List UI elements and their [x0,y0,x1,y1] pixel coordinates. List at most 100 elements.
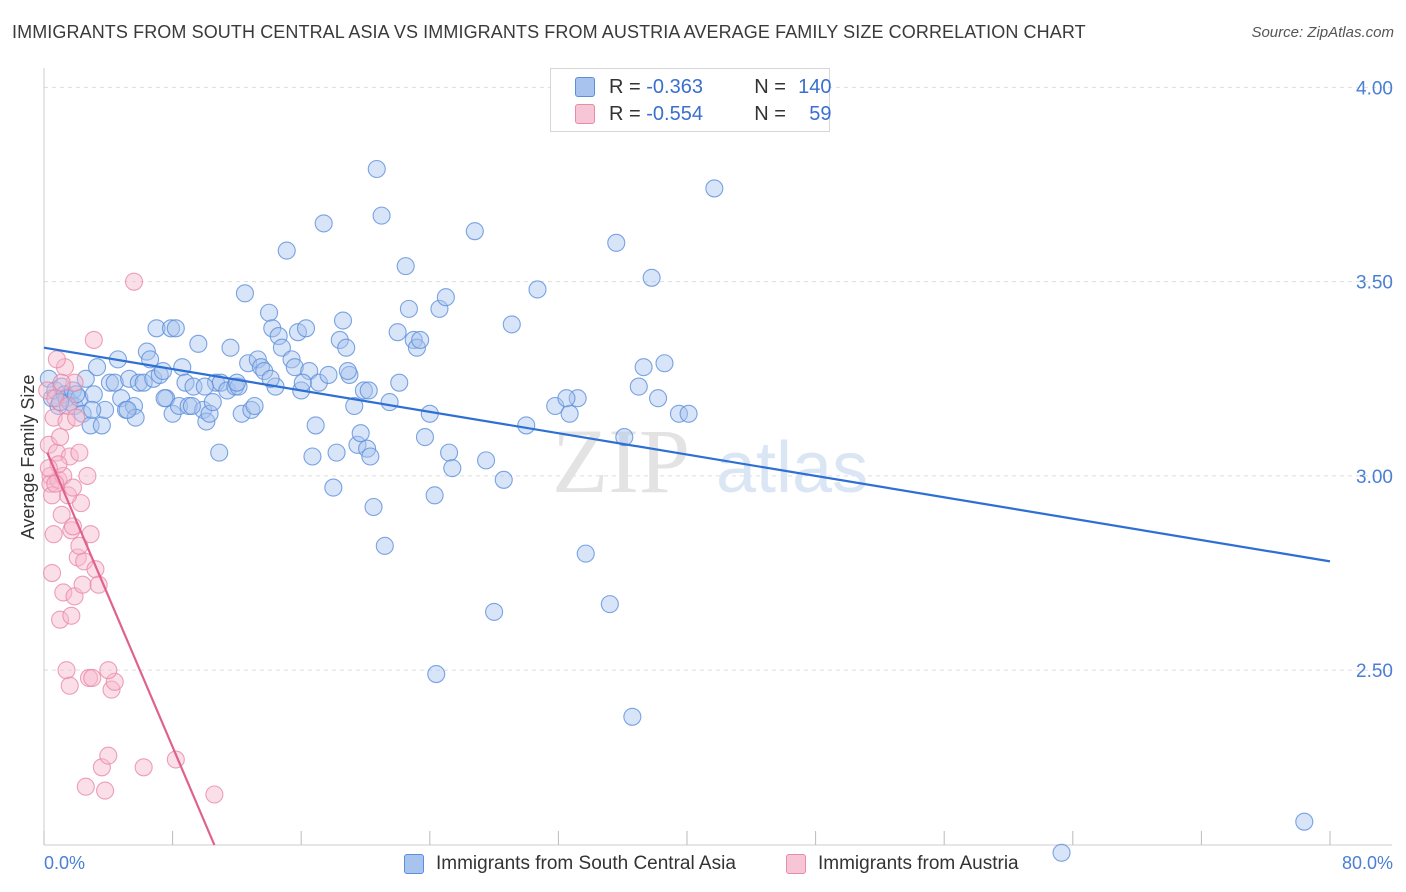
data-point-south-central-asia [649,389,668,408]
legend-swatch-blue [575,77,595,97]
data-point-south-central-asia [129,373,148,392]
data-point-south-central-asia [83,400,102,419]
data-point-south-central-asia [76,369,95,388]
y-tick-label: 2.50 [1356,661,1393,682]
data-point-south-central-asia [309,373,328,392]
data-point-south-central-asia [1295,812,1314,831]
y-axis-label: Average Family Size [18,375,38,540]
data-point-south-central-asia [105,373,124,392]
data-point-south-central-asia [600,595,619,614]
trend-line-south-central-asia [43,346,1331,563]
watermark: ZIP atlas [552,410,868,512]
data-point-south-central-asia [465,222,484,241]
data-point-south-central-asia [345,396,364,416]
data-point-south-central-asia [200,404,219,423]
y-tick-label: 3.00 [1356,467,1393,488]
data-point-austria [83,668,102,687]
data-point-south-central-asia [134,373,153,392]
data-point-austria [70,443,89,462]
data-point-south-central-asia [269,327,288,346]
legend-n-label: N = [754,102,786,125]
data-point-south-central-asia [182,396,201,416]
data-point-austria [54,583,73,602]
x-tick-label-max: 80.0% [1342,853,1393,873]
data-point-south-central-asia [337,338,356,357]
data-point-south-central-asia [92,416,111,435]
legend-swatch-pink [575,104,595,124]
data-point-austria [52,505,71,524]
series-south-central-asia [39,159,1314,862]
data-point-south-central-asia [319,365,338,384]
data-point-austria [78,466,97,485]
series-name-pink: Immigrants from Austria [818,853,1019,874]
data-point-south-central-asia [634,358,653,377]
data-point-south-central-asia [147,319,166,338]
legend-r-value: -0.363 [646,75,703,98]
data-point-south-central-asia [528,280,547,299]
data-point-south-central-asia [300,361,319,381]
data-point-south-central-asia [615,428,634,447]
data-point-south-central-asia [221,338,240,357]
y-tick-labels: 2.50 3.00 3.50 4.00 [1356,78,1393,682]
trend-lines [43,346,1331,846]
data-point-south-central-asia [261,369,280,388]
data-point-austria [99,661,118,680]
data-point-south-central-asia [166,319,185,338]
data-point-south-central-asia [272,338,291,357]
series-swatch-pink [786,854,806,874]
data-point-south-central-asia [430,299,449,318]
watermark-atlas: atlas [716,428,868,508]
data-point-south-central-asia [436,288,455,307]
data-point-austria [57,661,76,680]
data-point-south-central-asia [364,497,383,517]
data-point-austria [62,606,81,625]
data-point-south-central-asia [306,416,325,435]
data-point-austria [65,373,84,392]
y-tick-label: 3.50 [1356,273,1393,294]
data-point-south-central-asia [327,443,346,462]
legend-r-value: -0.554 [646,102,703,125]
data-point-austria [124,272,144,291]
chart-title: IMMIGRANTS FROM SOUTH CENTRAL ASIA VS IM… [12,22,1086,42]
data-point-south-central-asia [296,319,316,338]
data-point-south-central-asia [502,315,521,334]
data-point-austria [73,575,92,594]
data-point-austria [51,610,70,629]
data-point-south-central-asia [161,319,181,338]
data-point-south-central-asia [411,330,430,350]
legend-n-value: 59 [809,102,832,125]
data-point-south-central-asia [425,486,444,505]
data-point-austria [51,428,70,447]
data-point-south-central-asia [669,404,689,423]
data-point-south-central-asia [155,389,174,408]
data-point-south-central-asia [576,544,595,563]
data-point-south-central-asia [557,389,576,408]
data-point-south-central-asia [375,536,394,555]
legend-n-label: N = [754,75,786,98]
data-point-south-central-asia [354,381,373,400]
data-point-south-central-asia [477,451,496,470]
data-point-south-central-asia [399,299,418,318]
data-point-south-central-asia [285,358,304,377]
data-point-south-central-asia [245,396,264,416]
data-point-south-central-asia [361,447,380,466]
legend-r-label: R = [609,75,641,98]
data-point-south-central-asia [494,470,513,489]
data-point-south-central-asia [415,428,435,447]
data-point-austria [60,676,79,695]
data-point-south-central-asia [118,400,137,419]
data-point-south-central-asia [679,404,698,423]
data-point-austria [105,672,124,691]
data-point-south-central-asia [443,459,462,478]
data-point-south-central-asia [372,206,391,225]
data-point-austria [52,373,71,392]
data-point-south-central-asia [1052,843,1071,862]
data-point-austria [67,408,86,427]
series-swatch-blue [404,854,424,874]
data-point-south-central-asia [517,416,536,435]
data-point-austria [57,412,76,431]
axes [43,68,1392,846]
data-point-austria [47,350,66,369]
data-point-south-central-asia [348,435,367,454]
data-point-south-central-asia [642,268,661,287]
